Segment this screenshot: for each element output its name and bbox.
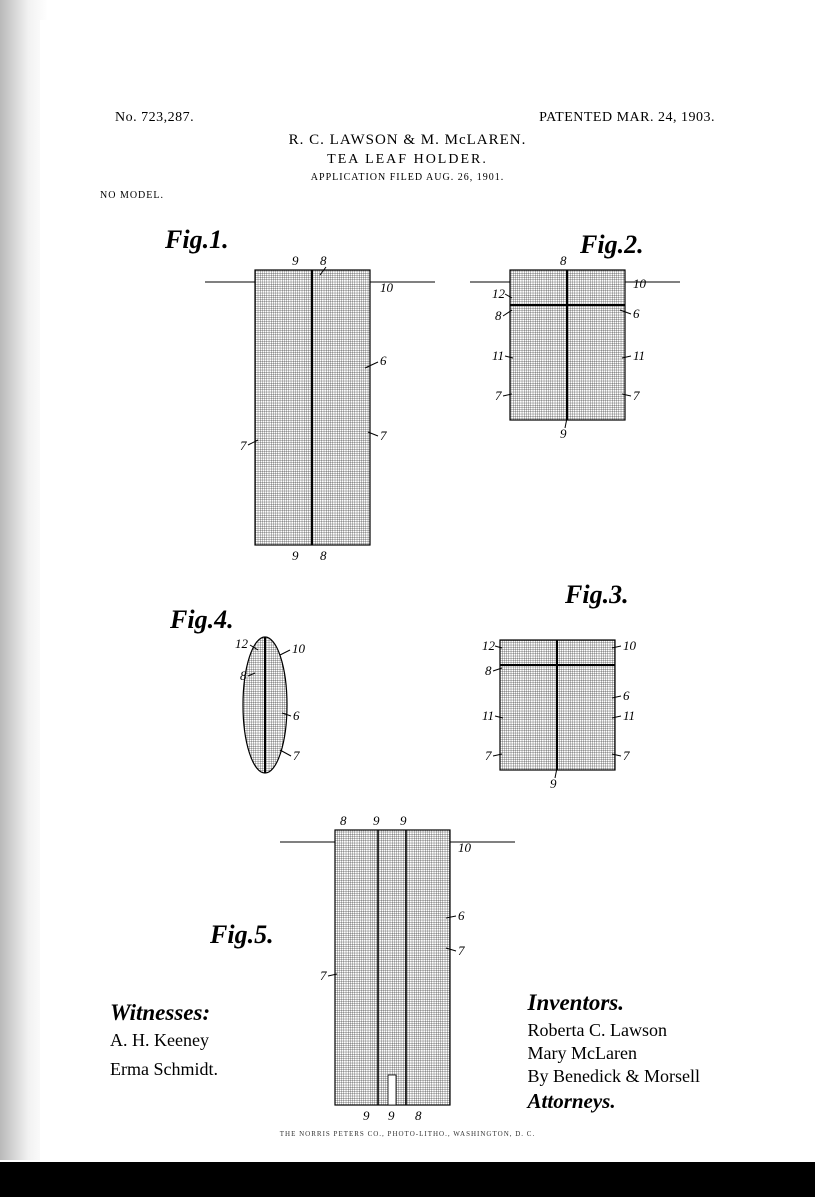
svg-text:8: 8: [240, 668, 247, 683]
attorneys-label: Attorneys.: [528, 1089, 700, 1114]
svg-text:9: 9: [388, 1108, 395, 1123]
svg-text:8: 8: [340, 813, 347, 828]
inventor-2: Mary McLaren: [528, 1043, 700, 1064]
svg-text:8: 8: [320, 253, 327, 268]
svg-text:8: 8: [415, 1108, 422, 1123]
inventors-block: Inventors. Roberta C. Lawson Mary McLare…: [528, 990, 700, 1114]
svg-text:12: 12: [235, 636, 249, 651]
svg-text:10: 10: [458, 840, 472, 855]
svg-text:9: 9: [560, 426, 567, 441]
by-attorneys: By Benedick & Morsell: [528, 1066, 700, 1087]
fig1-drawing: 9 8 10 6 7 7 9 8: [205, 253, 435, 563]
patent-page: No. 723,287. PATENTED MAR. 24, 1903. R. …: [40, 20, 775, 1160]
svg-text:11: 11: [482, 708, 494, 723]
fig5-drawing: 8 9 9 10 6 7 7 9 9 8: [280, 813, 515, 1123]
svg-text:10: 10: [380, 280, 394, 295]
svg-text:6: 6: [633, 306, 640, 321]
svg-text:11: 11: [623, 708, 635, 723]
inventors-label: Inventors.: [528, 990, 700, 1016]
svg-text:7: 7: [485, 748, 492, 763]
svg-text:7: 7: [380, 428, 387, 443]
inventor-1: Roberta C. Lawson: [528, 1020, 700, 1041]
svg-text:6: 6: [293, 708, 300, 723]
svg-text:8: 8: [485, 663, 492, 678]
svg-text:9: 9: [363, 1108, 370, 1123]
svg-text:10: 10: [623, 638, 637, 653]
fig2-drawing: 8 10 12 8 6 11 11 7 7 9: [470, 253, 680, 441]
fig4-drawing: 12 10 8 6 7: [235, 636, 306, 773]
svg-text:9: 9: [400, 813, 407, 828]
fig3-drawing: 12 10 8 6 11 11 7 7 9: [482, 638, 637, 791]
svg-text:6: 6: [458, 908, 465, 923]
svg-text:7: 7: [458, 943, 465, 958]
svg-text:6: 6: [623, 688, 630, 703]
svg-text:6: 6: [380, 353, 387, 368]
scan-bottom-bar: [0, 1162, 815, 1197]
svg-text:7: 7: [633, 388, 640, 403]
svg-text:12: 12: [492, 286, 506, 301]
svg-text:7: 7: [293, 748, 300, 763]
svg-text:9: 9: [292, 253, 299, 268]
svg-text:7: 7: [623, 748, 630, 763]
svg-text:9: 9: [550, 776, 557, 791]
witnesses-label: Witnesses:: [110, 1000, 218, 1026]
svg-text:7: 7: [320, 968, 327, 983]
svg-text:10: 10: [633, 276, 647, 291]
svg-text:12: 12: [482, 638, 496, 653]
svg-text:8: 8: [560, 253, 567, 268]
witnesses-block: Witnesses: A. H. Keeney Erma Schmidt.: [110, 1000, 218, 1080]
svg-text:9: 9: [373, 813, 380, 828]
witness-1: A. H. Keeney: [110, 1030, 218, 1051]
svg-text:9: 9: [292, 548, 299, 563]
patent-drawings: 9 8 10 6 7 7 9 8 8 10 12 8 6: [40, 20, 775, 1140]
svg-text:8: 8: [495, 308, 502, 323]
svg-text:8: 8: [320, 548, 327, 563]
svg-text:11: 11: [492, 348, 504, 363]
witness-2: Erma Schmidt.: [110, 1059, 218, 1080]
svg-text:10: 10: [292, 641, 306, 656]
svg-text:7: 7: [240, 438, 247, 453]
svg-text:7: 7: [495, 388, 502, 403]
printer-credit: THE NORRIS PETERS CO., PHOTO-LITHO., WAS…: [40, 1130, 775, 1138]
svg-text:11: 11: [633, 348, 645, 363]
